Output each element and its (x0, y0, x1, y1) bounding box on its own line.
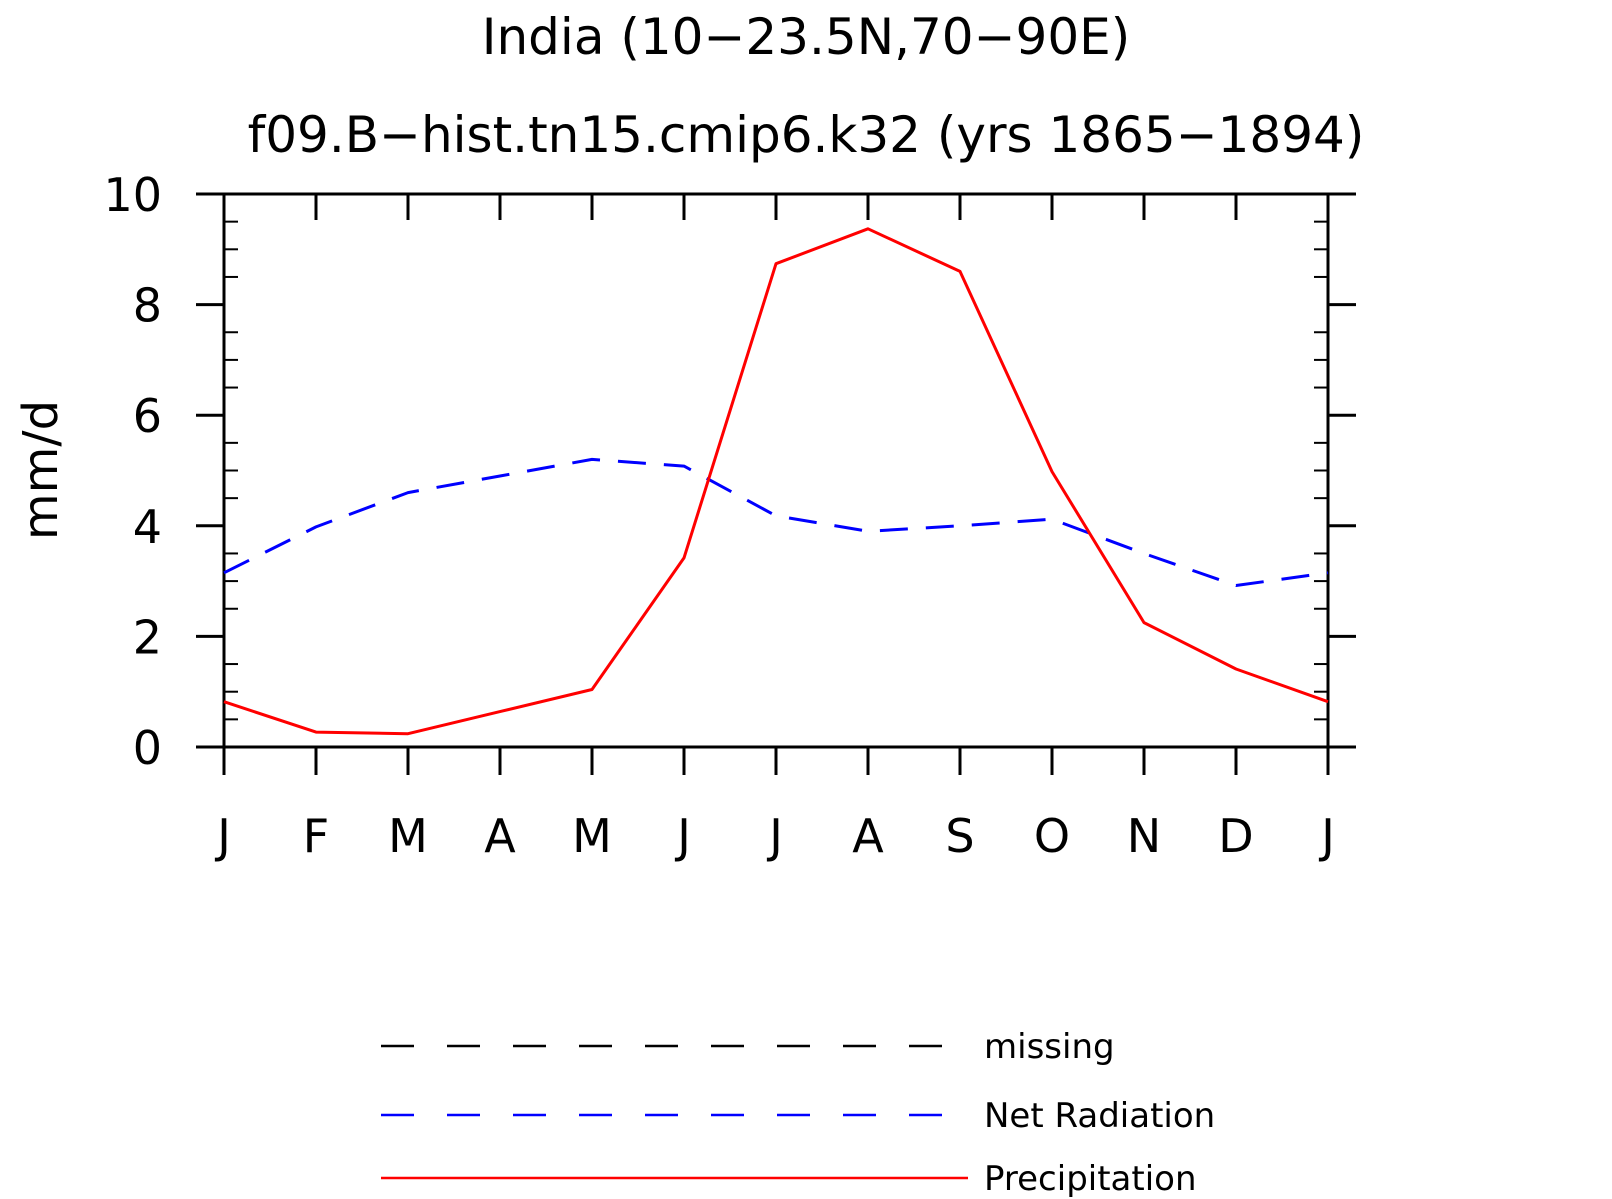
x-tick-label: J (1318, 809, 1335, 863)
legend-label-net-radiation: Net Radiation (984, 1096, 1215, 1136)
y-tick-label: 10 (103, 168, 162, 222)
x-tick-label: S (945, 809, 974, 863)
legend: missing Net Radiation Precipitation (381, 1027, 1215, 1199)
series-line-net-radiation (223, 457, 1329, 587)
x-tick-label: J (674, 809, 691, 863)
y-tick-label: 2 (133, 610, 162, 664)
y-tick-label: 6 (133, 389, 162, 443)
x-tick-label: M (572, 809, 612, 863)
x-tick-label: J (214, 809, 231, 863)
y-tick-label: 4 (133, 500, 162, 554)
x-tick-label: A (484, 809, 516, 863)
legend-label-missing: missing (984, 1027, 1115, 1067)
x-tick-label: F (303, 809, 329, 863)
chart-title: India (10−23.5N,70−90E) (482, 8, 1131, 66)
legend-label-precipitation: Precipitation (984, 1159, 1197, 1199)
x-tick-label: A (852, 809, 884, 863)
series-line-precipitation (223, 227, 1329, 736)
y-tick-label: 0 (133, 721, 162, 775)
x-tick-label: N (1127, 809, 1161, 863)
x-tick-label: J (766, 809, 783, 863)
series-layer (223, 227, 1329, 736)
y-axis-label: mm/d (13, 400, 69, 540)
y-tick-label: 8 (133, 279, 162, 333)
plot-frame (222, 192, 1330, 749)
x-tick-label: O (1034, 809, 1070, 863)
chart-subtitle: f09.B−hist.tn15.cmip6.k32 (yrs 1865−1894… (248, 106, 1365, 164)
x-tick-label: M (388, 809, 428, 863)
x-tick-label: D (1218, 809, 1253, 863)
